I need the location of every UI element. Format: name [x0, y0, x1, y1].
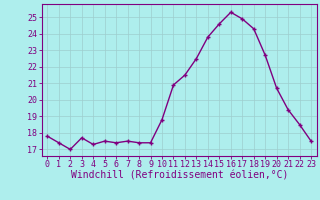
X-axis label: Windchill (Refroidissement éolien,°C): Windchill (Refroidissement éolien,°C): [70, 171, 288, 181]
